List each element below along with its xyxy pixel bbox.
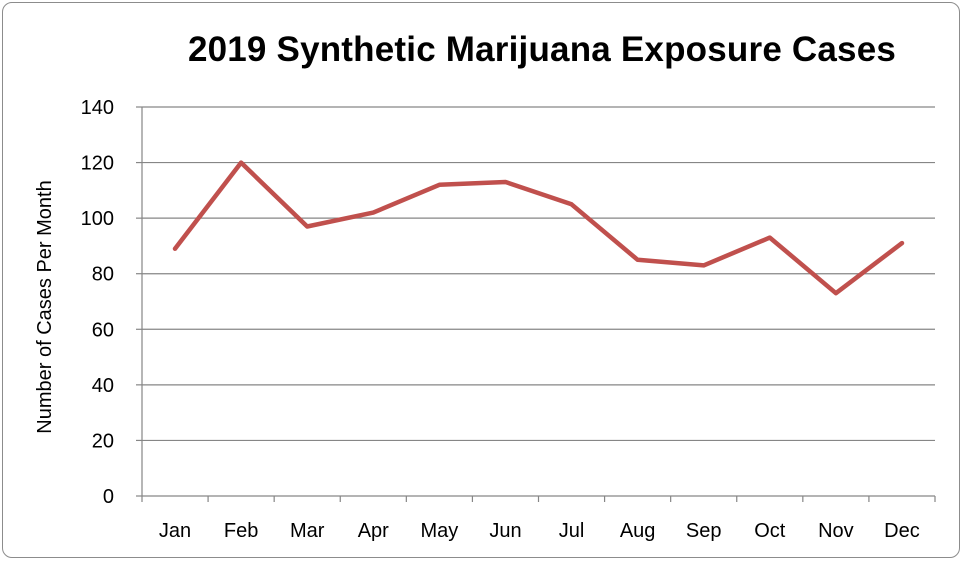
series-line [172,160,905,296]
y-tick-label: 40 [92,375,114,397]
axes [136,106,936,502]
x-tick-label: Nov [818,520,854,542]
y-axis-title: Number of Cases Per Month [34,180,56,433]
x-tick-label: Oct [754,520,786,542]
x-tick-label: Feb [224,520,258,542]
y-tick-labels: 0 20 40 60 80 100 120 140 [81,97,114,508]
series-layer [172,160,905,296]
x-tick-labels: Jan Feb Mar Apr May Jun Jul Aug Sep Oct Nov Dec [159,520,920,542]
x-tick-label: Mar [290,520,325,542]
x-tick-label: Dec [884,520,920,542]
x-tick-label: Jul [559,520,585,542]
y-tick-label: 140 [81,97,114,119]
y-tick-label: 100 [81,208,114,230]
y-tick-label: 60 [92,319,114,341]
x-tick-label: May [420,520,458,542]
x-tick-label: Jan [159,520,191,542]
y-tick-label: 120 [81,153,114,175]
y-tick-label: 0 [103,486,114,508]
gridlines [142,106,935,442]
x-tick-label: Sep [686,520,722,542]
x-tick-label: Jun [489,520,521,542]
x-tick-label: Apr [358,520,389,542]
x-tick-label: Aug [620,520,656,542]
chart-title: 2019 Synthetic Marijuana Exposure Cases [187,30,897,69]
y-tick-label: 80 [92,264,114,286]
y-tick-label: 20 [92,430,114,452]
